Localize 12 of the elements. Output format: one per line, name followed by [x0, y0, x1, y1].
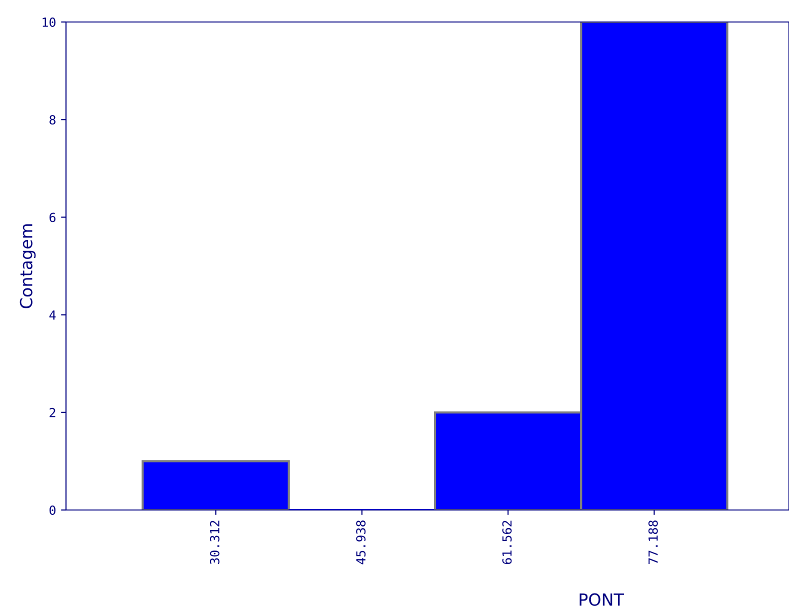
x-tick-label: 45.938: [356, 520, 366, 564]
y-tick-label: 8: [50, 115, 56, 125]
x-tick-label: 77.188: [648, 520, 658, 564]
x-tick-label: 30.312: [210, 520, 220, 564]
y-axis-title: Contagem: [20, 224, 36, 308]
y-tick-label: 6: [50, 212, 56, 222]
y-tick-label: 10: [42, 18, 56, 27]
x-tick-label: 61.562: [502, 520, 512, 564]
y-tick-label: 2: [50, 408, 56, 418]
y-tick-label: 4: [49, 310, 56, 320]
y-tick-label: 0: [50, 506, 56, 515]
x-axis-title: PONT: [580, 593, 624, 606]
